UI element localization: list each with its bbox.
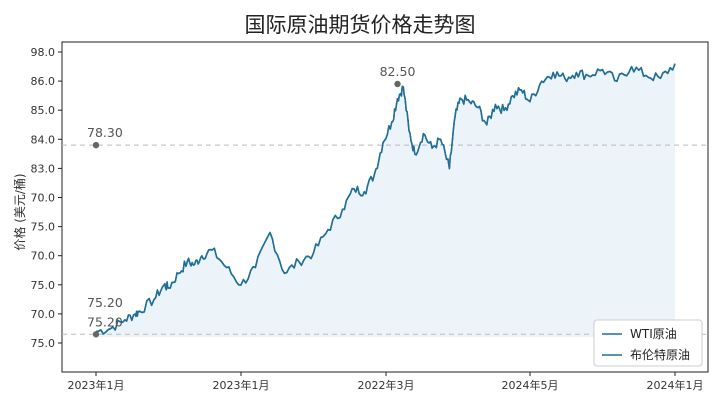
annotation-label: 75.20 <box>87 314 123 329</box>
annotation-label: 75.20 <box>87 295 123 310</box>
y-tick-label: 83.0 <box>31 162 56 175</box>
plot-area: 98.0 86.0 85.0 84.0 83.0 70.0 75.0 70.0 75.0 70.0… <box>31 41 709 392</box>
annotation-marker <box>394 80 401 88</box>
x-tick-label: 2023年1月 <box>213 378 270 392</box>
legend-label: WTI原油 <box>630 327 677 341</box>
y-tick-label: 70.0 <box>31 250 56 263</box>
y-tick-label: 70.0 <box>31 192 56 205</box>
y-tick-label: 75.0 <box>31 337 56 350</box>
y-tick-label: 75.0 <box>31 221 56 234</box>
y-axis-label: 价格 (美元/桶) <box>12 173 27 250</box>
annotation-label: 82.50 <box>380 64 416 79</box>
annotation-marker <box>92 331 100 338</box>
legend-label: 布伦特原油 <box>630 347 690 362</box>
y-tick-label: 84.0 <box>31 133 56 146</box>
y-tick-label: 75.0 <box>31 279 56 292</box>
x-tick-label: 2022年3月 <box>358 378 415 392</box>
y-tick-label: 86.0 <box>31 75 56 88</box>
x-tick-label: 2024年5月 <box>502 378 559 392</box>
y-tick-label: 70.0 <box>31 308 56 321</box>
x-tick-label: 2024年1月 <box>647 378 704 392</box>
series-line-2 <box>95 63 676 335</box>
x-tick-label: 2023年1月 <box>68 378 125 392</box>
y-tick-label: 98.0 <box>31 46 56 59</box>
plot-frame <box>61 41 709 373</box>
chart-title: 国际原油期货价格走势图 <box>245 13 476 37</box>
annotation-label: 78.30 <box>87 125 123 140</box>
y-tick-label: 85.0 <box>31 104 56 117</box>
annotation-marker <box>92 141 100 149</box>
area-fill <box>96 63 675 338</box>
